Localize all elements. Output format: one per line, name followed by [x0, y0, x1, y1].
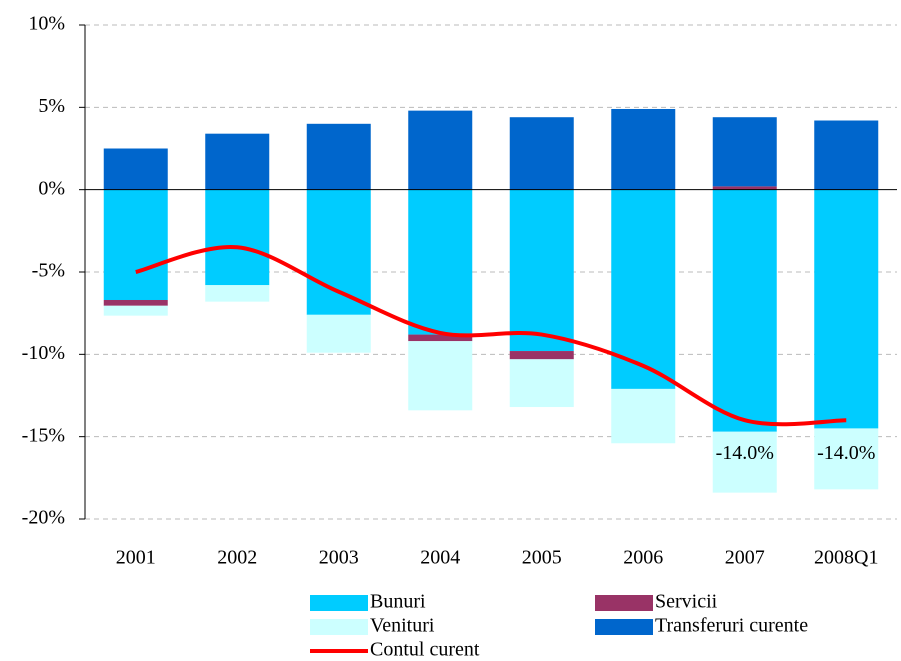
bar: [611, 189, 676, 389]
bar: [306, 123, 371, 190]
bar: [408, 341, 473, 411]
bar: [306, 189, 371, 315]
bar: [205, 133, 270, 190]
bar: [509, 189, 574, 352]
legend-label: Venituri: [370, 615, 435, 637]
bar: [509, 359, 574, 408]
x-tick-label: 2003: [319, 547, 359, 569]
legend-label: Servicii: [655, 591, 718, 613]
bar: [103, 189, 168, 300]
bar: [814, 428, 879, 490]
x-tick-label: 2007: [725, 547, 765, 569]
bar: [611, 388, 676, 444]
bar: [205, 285, 270, 302]
data-label: -14.0%: [817, 442, 875, 464]
legend-swatch: [595, 619, 653, 635]
bar: [814, 189, 879, 429]
data-label: -14.0%: [716, 442, 774, 464]
x-tick-label: 2002: [217, 547, 257, 569]
legend-swatch: [595, 595, 653, 611]
legend-label: Contul curent: [370, 639, 480, 661]
bar: [103, 305, 168, 316]
legend-label: Transferuri curente: [655, 615, 808, 637]
bar: [509, 351, 574, 360]
y-tick-label: -15%: [22, 424, 65, 446]
bar: [408, 189, 473, 335]
legend-label: Bunuri: [370, 591, 426, 613]
y-tick-label: 10%: [28, 13, 65, 35]
x-tick-label: 2006: [623, 547, 663, 569]
x-tick-label: 2004: [420, 547, 460, 569]
y-tick-label: -5%: [32, 260, 65, 282]
bar: [408, 334, 473, 342]
legend-swatch: [310, 595, 368, 611]
bar: [712, 189, 777, 432]
x-tick-label: 2005: [522, 547, 562, 569]
bar: [408, 110, 473, 190]
bar: [712, 117, 777, 187]
y-tick-label: 5%: [38, 95, 65, 117]
bar: [205, 189, 270, 286]
bar: [103, 148, 168, 190]
y-tick-label: -10%: [22, 342, 65, 364]
bar: [509, 117, 574, 190]
bar: [306, 314, 371, 353]
line: [135, 245, 847, 427]
bar: [611, 108, 676, 190]
bar: [814, 120, 879, 190]
y-tick-label: -20%: [22, 507, 65, 529]
legend-swatch: [310, 619, 368, 635]
x-tick-label: 2001: [116, 547, 156, 569]
bar: [712, 186, 777, 190]
x-tick-label: 2008Q1: [814, 547, 878, 569]
bar: [712, 431, 777, 493]
y-tick-label: 0%: [38, 177, 65, 199]
bar: [103, 299, 168, 306]
